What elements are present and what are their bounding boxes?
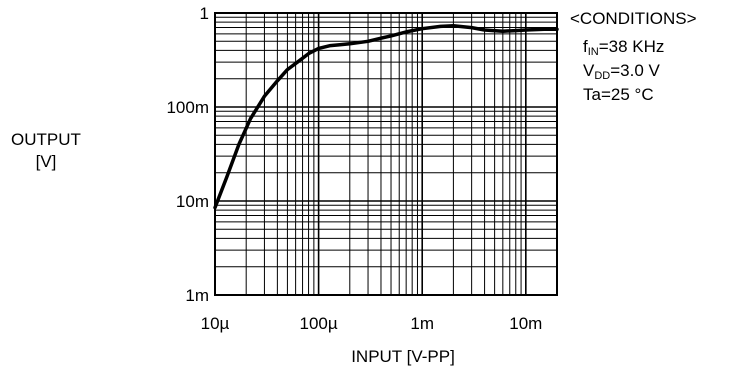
x-tick-label: 1m: [410, 314, 434, 333]
condition-vdd: VDD=3.0 V: [583, 61, 660, 82]
condition-fin: fIN=38 KHz: [583, 37, 665, 58]
plot-frame: [214, 12, 558, 296]
x-tick-label: 100µ: [300, 314, 338, 333]
y-tick-label: 10m: [176, 192, 209, 211]
y-tick-label: 100m: [166, 98, 209, 117]
y-tick-label: 1: [200, 4, 209, 23]
y-tick-label: 1m: [185, 286, 209, 305]
y-axis-label: OUTPUT: [11, 130, 81, 149]
x-axis-label: INPUT [V-PP]: [351, 347, 455, 366]
conditions-title: <CONDITIONS>: [570, 9, 697, 28]
x-tick-label: 10m: [509, 314, 542, 333]
x-tick-label: 10µ: [201, 314, 230, 333]
condition-ta: Ta=25 °C: [583, 85, 654, 104]
y-axis-unit: [V]: [35, 152, 57, 171]
series-line: [213, 24, 559, 210]
